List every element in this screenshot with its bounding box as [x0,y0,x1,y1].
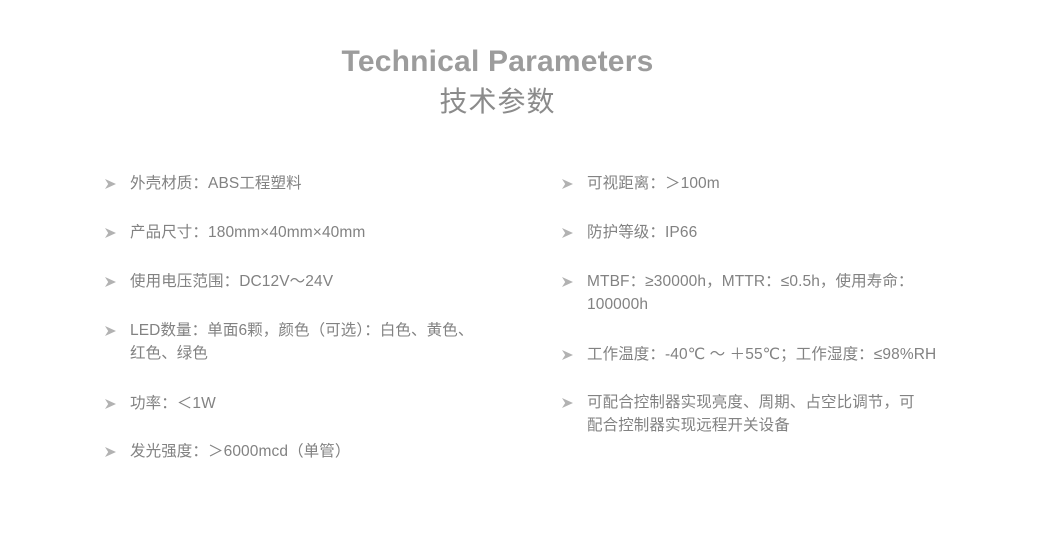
spec-text: 防护等级：IP66 [587,224,698,241]
arrow-bullet-icon [561,221,579,244]
arrow-bullet-icon [104,221,122,244]
spec-item-ip-rating: 防护等级：IP66 [561,221,986,244]
spec-text: 发光强度：＞6000mcd（单管） [130,443,351,460]
arrow-bullet-icon [104,392,122,415]
page-title-chinese: 技术参数 [439,86,556,117]
spec-column-right: 可视距离：＞100m 防护等级：IP66 MTBF：≥30000h，MTTR：≤… [561,172,986,437]
page-heading: Technical Parameters 技术参数 [0,44,995,119]
arrow-bullet-icon [104,319,122,342]
spec-column-left: 外壳材质：ABS工程塑料 产品尺寸：180mm×40mm×40mm 使用电压范围… [104,172,534,463]
spec-item-product-size: 产品尺寸：180mm×40mm×40mm [104,221,534,244]
spec-item-power: 功率：＜1W [104,392,534,415]
spec-text: 产品尺寸：180mm×40mm×40mm [130,224,366,241]
spec-item-controller-features: 可配合控制器实现亮度、周期、占空比调节，可 配合控制器实现远程开关设备 [561,391,986,437]
spec-item-luminous-intensity: 发光强度：＞6000mcd（单管） [104,440,534,463]
spec-text: 可视距离：＞100m [587,175,720,192]
arrow-bullet-icon [561,343,579,366]
spec-columns: 外壳材质：ABS工程塑料 产品尺寸：180mm×40mm×40mm 使用电压范围… [0,172,1060,502]
spec-item-mtbf-mttr-lifetime: MTBF：≥30000h，MTTR：≤0.5h，使用寿命： 100000h [561,270,986,316]
arrow-bullet-icon [561,391,579,414]
spec-text: MTBF：≥30000h，MTTR：≤0.5h，使用寿命： 100000h [587,273,914,313]
arrow-bullet-icon [104,440,122,463]
spec-item-voltage-range: 使用电压范围：DC12V～24V [104,270,534,293]
arrow-bullet-icon [561,172,579,195]
spec-text: 外壳材质：ABS工程塑料 [130,175,302,192]
spec-text: 功率：＜1W [130,395,216,412]
spec-text: 工作温度：-40℃ ～ ＋55℃；工作湿度：≤98%RH [587,346,937,363]
spec-text: 可配合控制器实现亮度、周期、占空比调节，可 配合控制器实现远程开关设备 [587,394,915,434]
spec-item-temperature-humidity: 工作温度：-40℃ ～ ＋55℃；工作湿度：≤98%RH [561,343,986,366]
spec-item-viewing-distance: 可视距离：＞100m [561,172,986,195]
spec-item-housing-material: 外壳材质：ABS工程塑料 [104,172,534,195]
spec-text: LED数量：单面6颗，颜色（可选）：白色、黄色、 红色、绿色 [130,322,474,362]
arrow-bullet-icon [561,270,579,293]
spec-item-led-count-color: LED数量：单面6颗，颜色（可选）：白色、黄色、 红色、绿色 [104,319,534,365]
arrow-bullet-icon [104,172,122,195]
spec-text: 使用电压范围：DC12V～24V [130,273,334,290]
arrow-bullet-icon [104,270,122,293]
page-title-english: Technical Parameters [341,45,654,78]
